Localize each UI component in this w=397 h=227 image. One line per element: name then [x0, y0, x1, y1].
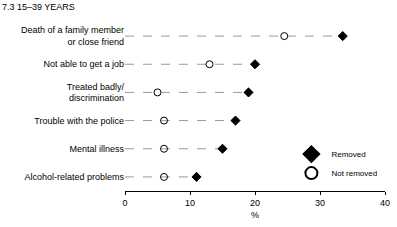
- svg-text:20: 20: [250, 198, 260, 208]
- svg-text:Mental illness: Mental illness: [69, 144, 124, 154]
- svg-text:7.3 15–39 YEARS: 7.3 15–39 YEARS: [2, 2, 75, 12]
- svg-text:Removed: Removed: [331, 150, 365, 159]
- svg-text:Treated badly/discrimination: Treated badly/discrimination: [67, 82, 125, 104]
- svg-text:Alcohol-related problems: Alcohol-related problems: [24, 172, 124, 182]
- svg-text:Trouble with the police: Trouble with the police: [34, 116, 124, 126]
- svg-text:40: 40: [380, 198, 390, 208]
- svg-text:10: 10: [185, 198, 195, 208]
- svg-text:Not removed: Not removed: [331, 169, 377, 178]
- svg-text:%: %: [251, 210, 259, 220]
- svg-text:0: 0: [122, 198, 127, 208]
- svg-text:30: 30: [315, 198, 325, 208]
- svg-text:Death of a family memberor clo: Death of a family memberor close friend: [21, 25, 124, 47]
- svg-text:Not able to get a job: Not able to get a job: [43, 59, 124, 69]
